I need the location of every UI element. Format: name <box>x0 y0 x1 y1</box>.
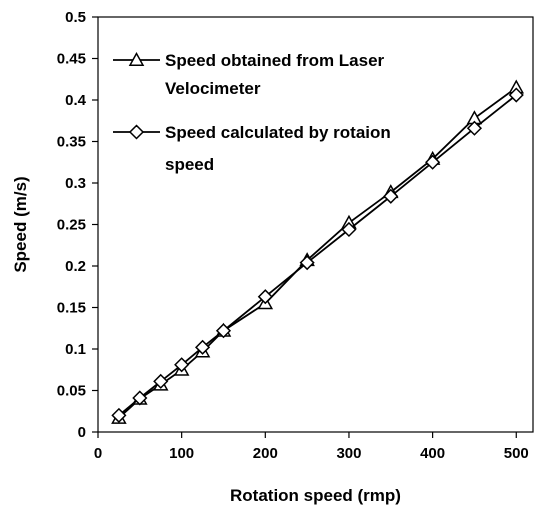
y-tick-label: 0.1 <box>65 341 86 358</box>
legend-label-line1: Speed obtained from Laser <box>165 51 385 70</box>
series-2-point <box>341 221 357 238</box>
series-layer <box>111 79 525 424</box>
y-tick-label: 0.05 <box>57 383 86 400</box>
plot-frame <box>97 16 534 433</box>
y-tick-label: 0 <box>78 424 86 441</box>
series-2-point <box>195 339 211 355</box>
series-2-point <box>508 87 524 103</box>
series-2-point <box>383 188 399 204</box>
legend-label-line2: Velocimeter <box>165 79 261 98</box>
axes <box>97 16 534 433</box>
legend-entry-2: Speed calculated by rotaion speed <box>113 123 391 174</box>
series-2 <box>111 87 524 423</box>
legend: Speed obtained from LaserVelocimeterSpee… <box>113 51 391 174</box>
series-2-point <box>132 390 148 406</box>
x-tick-label: 500 <box>504 445 529 462</box>
x-tick-label: 300 <box>336 445 361 462</box>
legend-label-line2: speed <box>165 155 214 174</box>
series-2-point <box>299 255 315 271</box>
series-2-point <box>466 120 483 136</box>
legend-marker <box>128 51 145 66</box>
series-2-point <box>215 323 232 339</box>
y-tick-label: 0.3 <box>65 175 86 192</box>
series-2-point <box>257 289 273 305</box>
x-tick-label: 100 <box>169 445 194 462</box>
y-tick-label: 0.2 <box>65 258 86 275</box>
x-tick-label: 0 <box>94 445 102 462</box>
x-tick-label: 400 <box>420 445 445 462</box>
ticks: 0 0.05 0.1 0.15 0.2 0.25 0.3 0.35 0.4 0.45 0.5 0 100… <box>57 9 529 462</box>
y-tick-label: 0.5 <box>65 9 86 26</box>
x-axis-title: Rotation speed (rmp) <box>230 486 401 505</box>
series-2-point <box>153 373 169 389</box>
series-2-point <box>174 357 190 373</box>
series-2-point <box>111 407 127 423</box>
series-2-point <box>425 154 441 170</box>
legend-marker <box>128 124 145 140</box>
y-tick-label: 0.15 <box>57 300 86 317</box>
legend-entry-1: Speed obtained from Laser Velocimeter <box>113 51 385 98</box>
y-tick-label: 0.4 <box>65 92 87 109</box>
legend-label-line1: Speed calculated by rotaion <box>165 123 391 142</box>
y-tick-label: 0.25 <box>57 217 86 234</box>
y-tick-label: 0.45 <box>57 51 86 68</box>
x-tick-label: 200 <box>253 445 278 462</box>
y-tick-label: 0.35 <box>57 134 86 151</box>
y-axis-title: Speed (m/s) <box>11 176 30 272</box>
